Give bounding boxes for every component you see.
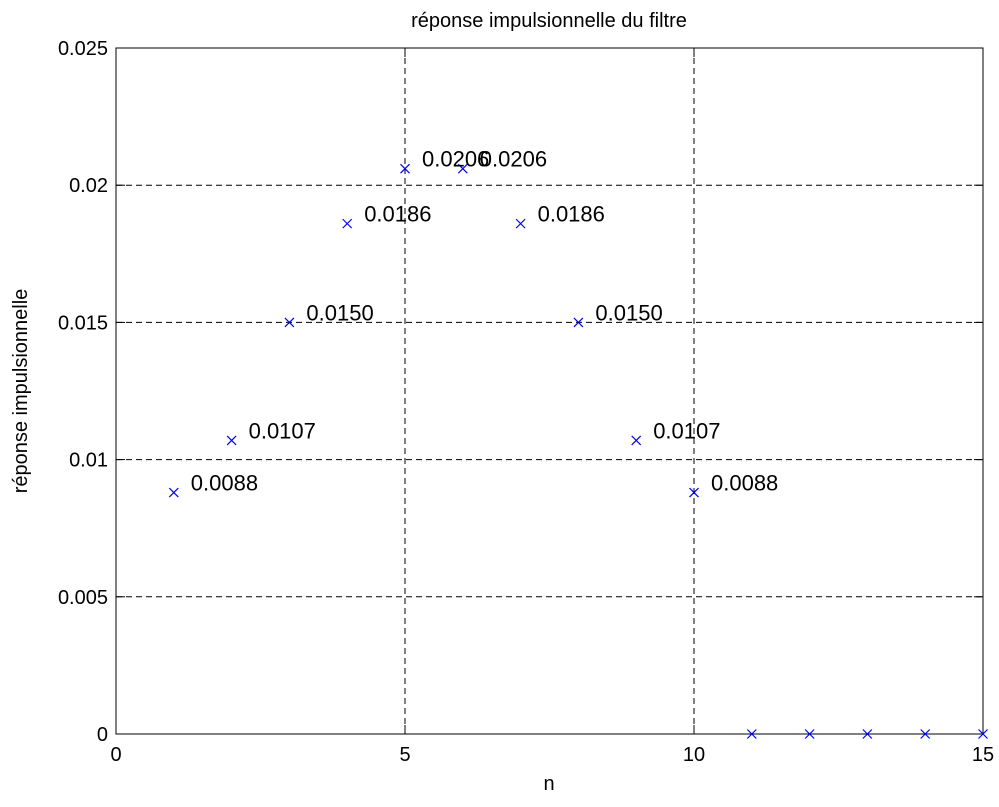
data-point-marker <box>284 317 295 328</box>
y-axis-label: réponse impulsionnelle <box>10 289 32 494</box>
marker-stroke <box>342 218 353 229</box>
x-axis-label: n <box>543 773 554 795</box>
y-tick-label: 0 <box>97 724 108 746</box>
data-point-marker <box>689 487 699 498</box>
data-label: 0.0206 <box>422 147 489 172</box>
grid <box>116 48 983 734</box>
x-tick-label: 0 <box>110 744 121 766</box>
x-tick-label: 5 <box>399 744 410 766</box>
marker-stroke <box>746 729 757 739</box>
data-point-marker <box>746 729 757 739</box>
data-label: 0.0107 <box>653 418 720 443</box>
chart-title: réponse impulsionnelle du filtre <box>411 10 687 32</box>
y-tick-label: 0.005 <box>58 587 108 609</box>
data-point-marker <box>168 487 179 498</box>
data-point-marker <box>400 163 410 174</box>
y-tick-label: 0.01 <box>69 450 108 472</box>
marker-stroke <box>631 435 642 446</box>
data-label: 0.0186 <box>364 202 431 227</box>
ticks <box>115 47 984 735</box>
data-label: 0.0088 <box>711 471 778 496</box>
data-point-marker <box>342 218 353 229</box>
marker-stroke <box>457 163 468 174</box>
tick-labels: 0 5 10 15 0 0.005 0.01 0.015 0.02 0.025 <box>58 38 994 766</box>
marker-stroke <box>168 487 179 498</box>
data-point-marker <box>862 729 873 739</box>
marker-stroke <box>978 729 988 739</box>
x-tick-label: 10 <box>683 744 705 766</box>
data-point-marker <box>515 218 526 229</box>
data-point-marker <box>631 435 642 446</box>
data-label: 0.0206 <box>480 147 547 172</box>
data-label: 0.0186 <box>538 202 605 227</box>
marker-stroke <box>862 729 873 739</box>
data-point-marker <box>804 729 815 739</box>
data-point-marker <box>920 729 931 739</box>
plot-area <box>116 48 983 734</box>
data-label: 0.0150 <box>595 300 662 325</box>
data-label: 0.0088 <box>191 471 258 496</box>
data-label: 0.0150 <box>306 300 373 325</box>
data-label: 0.0107 <box>249 418 316 443</box>
plot-frame <box>115 47 984 735</box>
data-point-marker <box>226 435 237 446</box>
marker-stroke <box>400 163 410 174</box>
marker-stroke <box>573 317 584 328</box>
marker-stroke <box>284 317 295 328</box>
marker-stroke <box>515 218 526 229</box>
data-point-marker <box>573 317 584 328</box>
marker-stroke <box>226 435 237 446</box>
y-tick-label: 0.02 <box>69 175 108 197</box>
data-markers <box>168 163 988 739</box>
data-point-marker <box>978 729 988 739</box>
y-tick-label: 0.025 <box>58 38 108 60</box>
y-tick-label: 0.015 <box>58 312 108 334</box>
marker-stroke <box>689 487 699 498</box>
marker-stroke <box>920 729 931 739</box>
x-tick-label: 15 <box>972 744 994 766</box>
data-point-marker <box>457 163 468 174</box>
marker-stroke <box>804 729 815 739</box>
